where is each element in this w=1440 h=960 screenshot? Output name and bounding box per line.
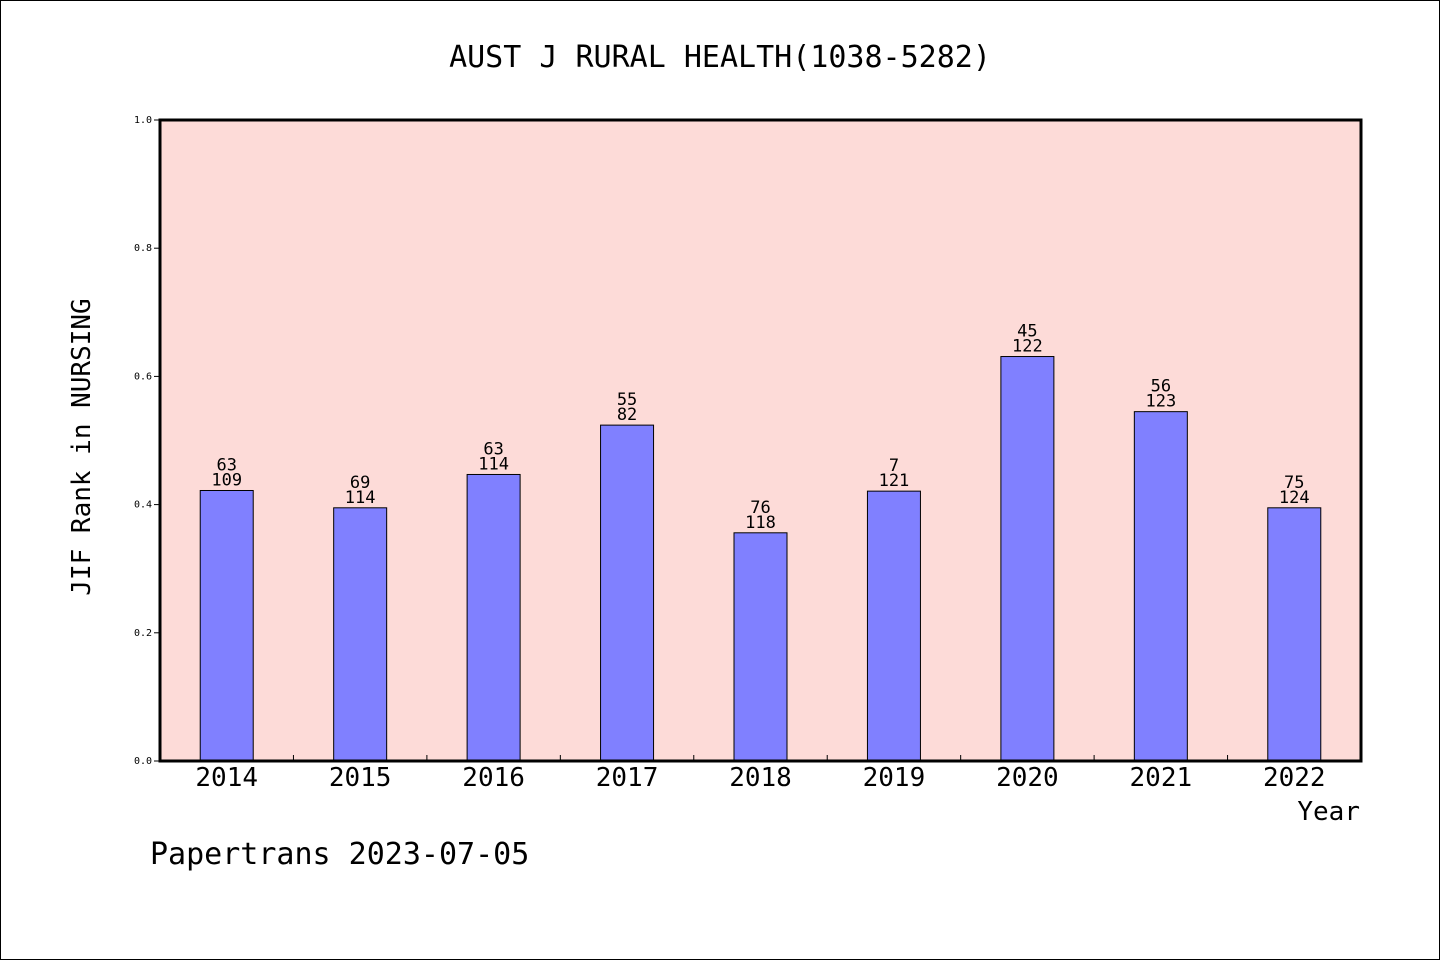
x-axis-label: Year	[1297, 797, 1360, 827]
bar-2015	[333, 507, 388, 762]
bar-label-rank: 63	[216, 455, 236, 475]
bar-label-total: 109	[211, 470, 242, 490]
bar-label-total: 118	[745, 513, 776, 533]
bar-2017	[600, 424, 655, 762]
x-tick-label: 2014	[195, 763, 258, 793]
bar-label-rank: 63	[483, 439, 503, 459]
y-tick-label: 0.0	[134, 756, 152, 767]
bar-2020	[1000, 356, 1055, 762]
x-tick-label: 2015	[329, 763, 392, 793]
bar-label-total: 82	[617, 405, 637, 425]
y-tick-label: 0.2	[134, 628, 152, 639]
x-tick-label: 2019	[863, 763, 926, 793]
watermark-text: Papertrans 2023-07-05	[150, 837, 529, 872]
x-tick-label: 2021	[1130, 763, 1193, 793]
bar-label-total: 122	[1012, 337, 1043, 357]
y-axis: 0.0 0.2 0.4 0.6 0.8 1.0	[134, 115, 160, 767]
x-axis: 2014 2015 2016 2017 2018 2019 2020 2021 2022	[195, 755, 1326, 793]
x-tick-label: 2016	[462, 763, 525, 793]
bar-label-rank: 55	[617, 390, 637, 410]
y-tick-label: 1.0	[134, 115, 152, 126]
x-tick-label: 2022	[1263, 763, 1326, 793]
bar-2019	[866, 490, 921, 762]
bar-2016	[466, 473, 521, 762]
bar-2014	[199, 489, 254, 762]
chart-title: AUST J RURAL HEALTH(1038-5282)	[449, 40, 991, 75]
bar-label-total: 124	[1279, 488, 1310, 508]
bar-label-rank: 76	[750, 498, 770, 518]
x-tick-label: 2020	[996, 763, 1059, 793]
bar-label-rank: 45	[1017, 322, 1037, 342]
bar-label-total: 114	[345, 488, 376, 508]
y-tick-label: 0.8	[134, 243, 152, 254]
x-tick-label: 2018	[729, 763, 792, 793]
plot-border	[158, 118, 1363, 763]
bar-label-total: 121	[879, 471, 910, 491]
bar-label-rank: 75	[1284, 473, 1304, 493]
x-tick-label: 2017	[596, 763, 659, 793]
y-tick-label: 0.6	[134, 371, 152, 382]
bar-2018	[733, 532, 788, 762]
bar-2022	[1267, 507, 1322, 762]
y-axis-label: JIF Rank in NURSING	[67, 298, 97, 595]
bar-label-rank: 69	[350, 473, 370, 493]
bar-label-rank: 56	[1151, 377, 1171, 397]
bar-label-rank: 7	[889, 456, 899, 476]
bar-2021	[1133, 411, 1188, 762]
y-tick-label: 0.4	[134, 500, 152, 511]
bar-label-total: 114	[478, 454, 509, 474]
bar-label-total: 123	[1145, 392, 1176, 412]
